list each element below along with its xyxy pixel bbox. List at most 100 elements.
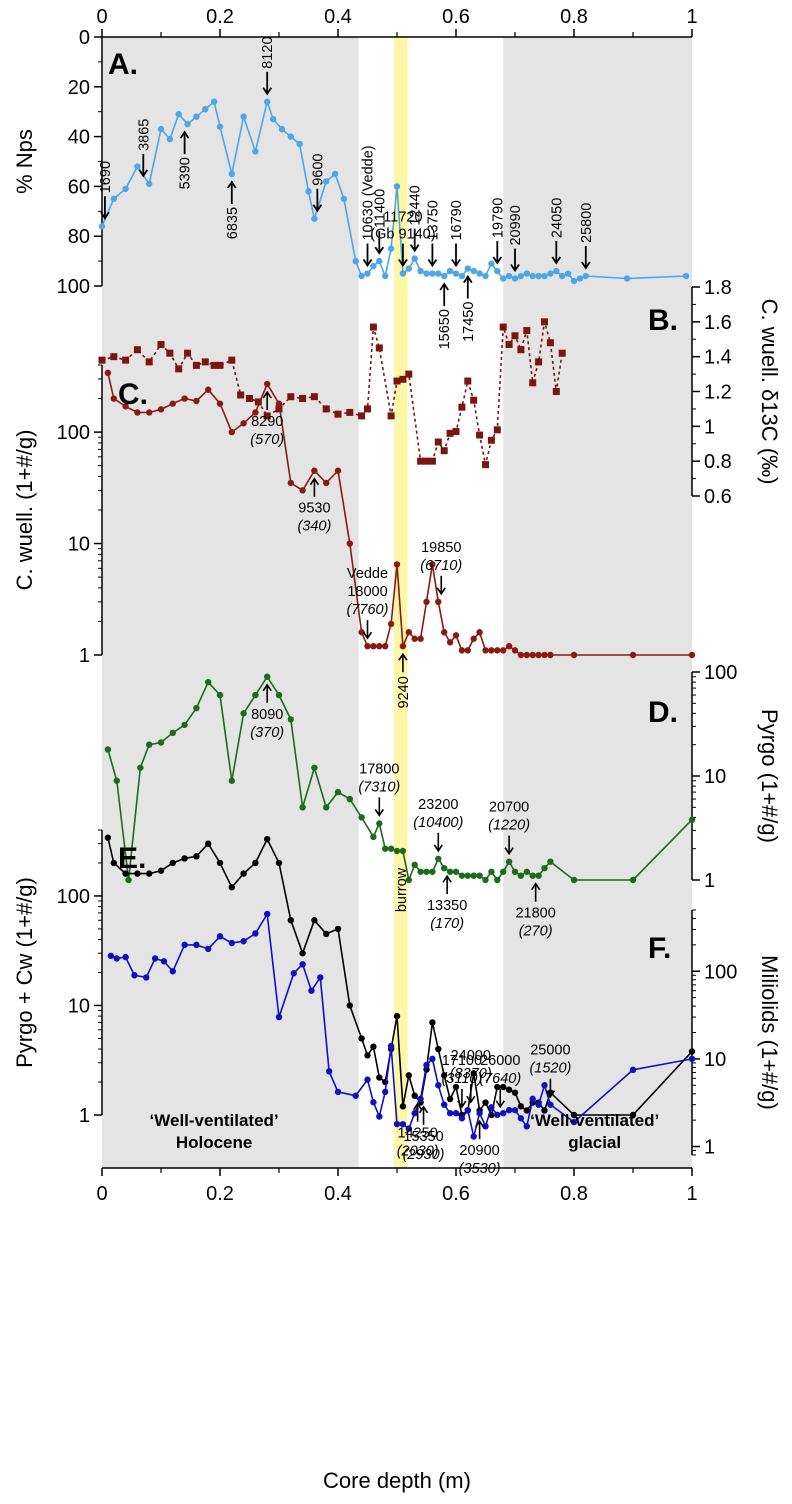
annotation-C-1: 9530 (340) [297,477,331,535]
data-point-A [134,163,141,170]
data-point-B [346,408,354,416]
data-point-E [181,855,188,862]
data-point-D [205,678,212,686]
annotation-F-1: 25000 (1520) [529,1043,571,1099]
data-point-D [417,868,424,875]
arrow-head [398,652,408,661]
arrow-head [409,244,420,253]
annotation-text: 17100 [442,1053,482,1069]
arrow-head [262,390,272,399]
data-point-A [352,257,359,265]
data-point-E [629,1111,637,1119]
data-point-E [334,925,342,933]
data-point-E [228,884,235,891]
data-point-F [299,961,306,968]
data-point-F [399,1120,407,1128]
annotation-A-11: 16790 [449,200,465,268]
data-point-C [435,598,442,606]
data-point-A [393,183,401,190]
arrow-head [442,874,452,883]
y-axis-title-F: Miliolids (1+#/g) [757,955,782,1110]
y-tick-label-F: 10 [704,1049,726,1071]
y-tick-label-A: 60 [68,176,90,198]
annotation-text: 9530 [298,501,330,517]
y-tick-label-A: 20 [68,77,90,99]
data-point-A [470,267,477,275]
data-point-C [252,409,259,416]
data-point-A [553,267,560,275]
annotation-C-2: Vedde 18000 (7760) [347,566,389,640]
data-point-D [113,777,120,784]
data-point-D [570,876,578,884]
data-point-B [487,436,495,444]
data-point-D [323,804,330,811]
panel-letter-D: D. [648,696,678,729]
data-point-A [488,260,495,267]
data-point-E [470,1070,477,1077]
data-point-F [113,955,120,962]
data-point-B [405,370,413,378]
x-tick-label-top: 0.6 [442,6,470,28]
data-point-C [275,400,283,407]
data-point-F [488,1104,495,1111]
arrow-head [451,259,461,268]
data-point-B [175,365,183,373]
y-tick-label-F: 100 [704,961,737,983]
data-point-D [146,741,153,748]
data-point-A [441,272,448,280]
data-point-B [122,356,130,364]
arrow-head [545,1090,556,1099]
data-point-E [216,859,224,867]
y-tick-label-C: 100 [57,422,90,444]
data-point-B [375,344,383,352]
data-point-C [535,651,542,659]
data-point-A [405,265,412,272]
data-point-D [387,845,395,852]
data-point-B [464,377,472,385]
data-point-D [104,746,112,753]
data-point-F [500,1109,507,1117]
arrow-head [530,882,541,891]
data-point-D [193,704,200,712]
data-point-E [323,930,330,938]
y-axis-title-E: Pyrgo + Cw (1+#/g) [12,877,37,1068]
data-point-A [482,272,489,280]
data-point-A [311,215,318,222]
annotation-text: 15350 [403,1129,443,1145]
data-point-D [529,872,536,879]
data-point-F [308,987,315,994]
data-point-C [346,540,353,547]
annotation-A-16: 24050 [549,198,565,265]
data-point-E [429,1019,436,1026]
data-point-A [252,148,259,155]
arrow-head [312,204,323,213]
data-point-F [376,1113,383,1120]
annotation-text: 6835 [225,207,241,239]
data-point-C [370,642,377,650]
data-point-C [157,406,165,413]
data-point-E [364,1052,371,1059]
annotation-text: 8090 [251,707,283,723]
data-point-B [387,412,395,420]
arrow-head [179,130,190,139]
data-point-B [511,332,519,340]
panel-letter-B: B. [648,304,678,337]
arrow-head [466,1095,476,1104]
data-point-C [482,647,489,654]
data-point-A [517,272,525,280]
annotation-text: 13350 [427,898,467,914]
arrow-head [439,282,449,291]
annotation-text: (7760) [347,602,389,618]
data-point-F [505,1106,513,1114]
data-point-F [370,1099,377,1106]
annotation-D-2: 23200 (10400) [413,797,463,853]
x-tick-label-top: 0.4 [324,6,352,28]
annotation-text: (570) [250,432,284,448]
data-point-E [505,1086,513,1093]
data-point-E [264,835,271,843]
annotation-text: 1690 [98,161,114,193]
annotation-layer: burrow ‘Well-ventilated’ Holocene ‘Well-ven… [98,36,678,1177]
data-point-C [423,598,430,606]
data-point-C [240,420,247,427]
